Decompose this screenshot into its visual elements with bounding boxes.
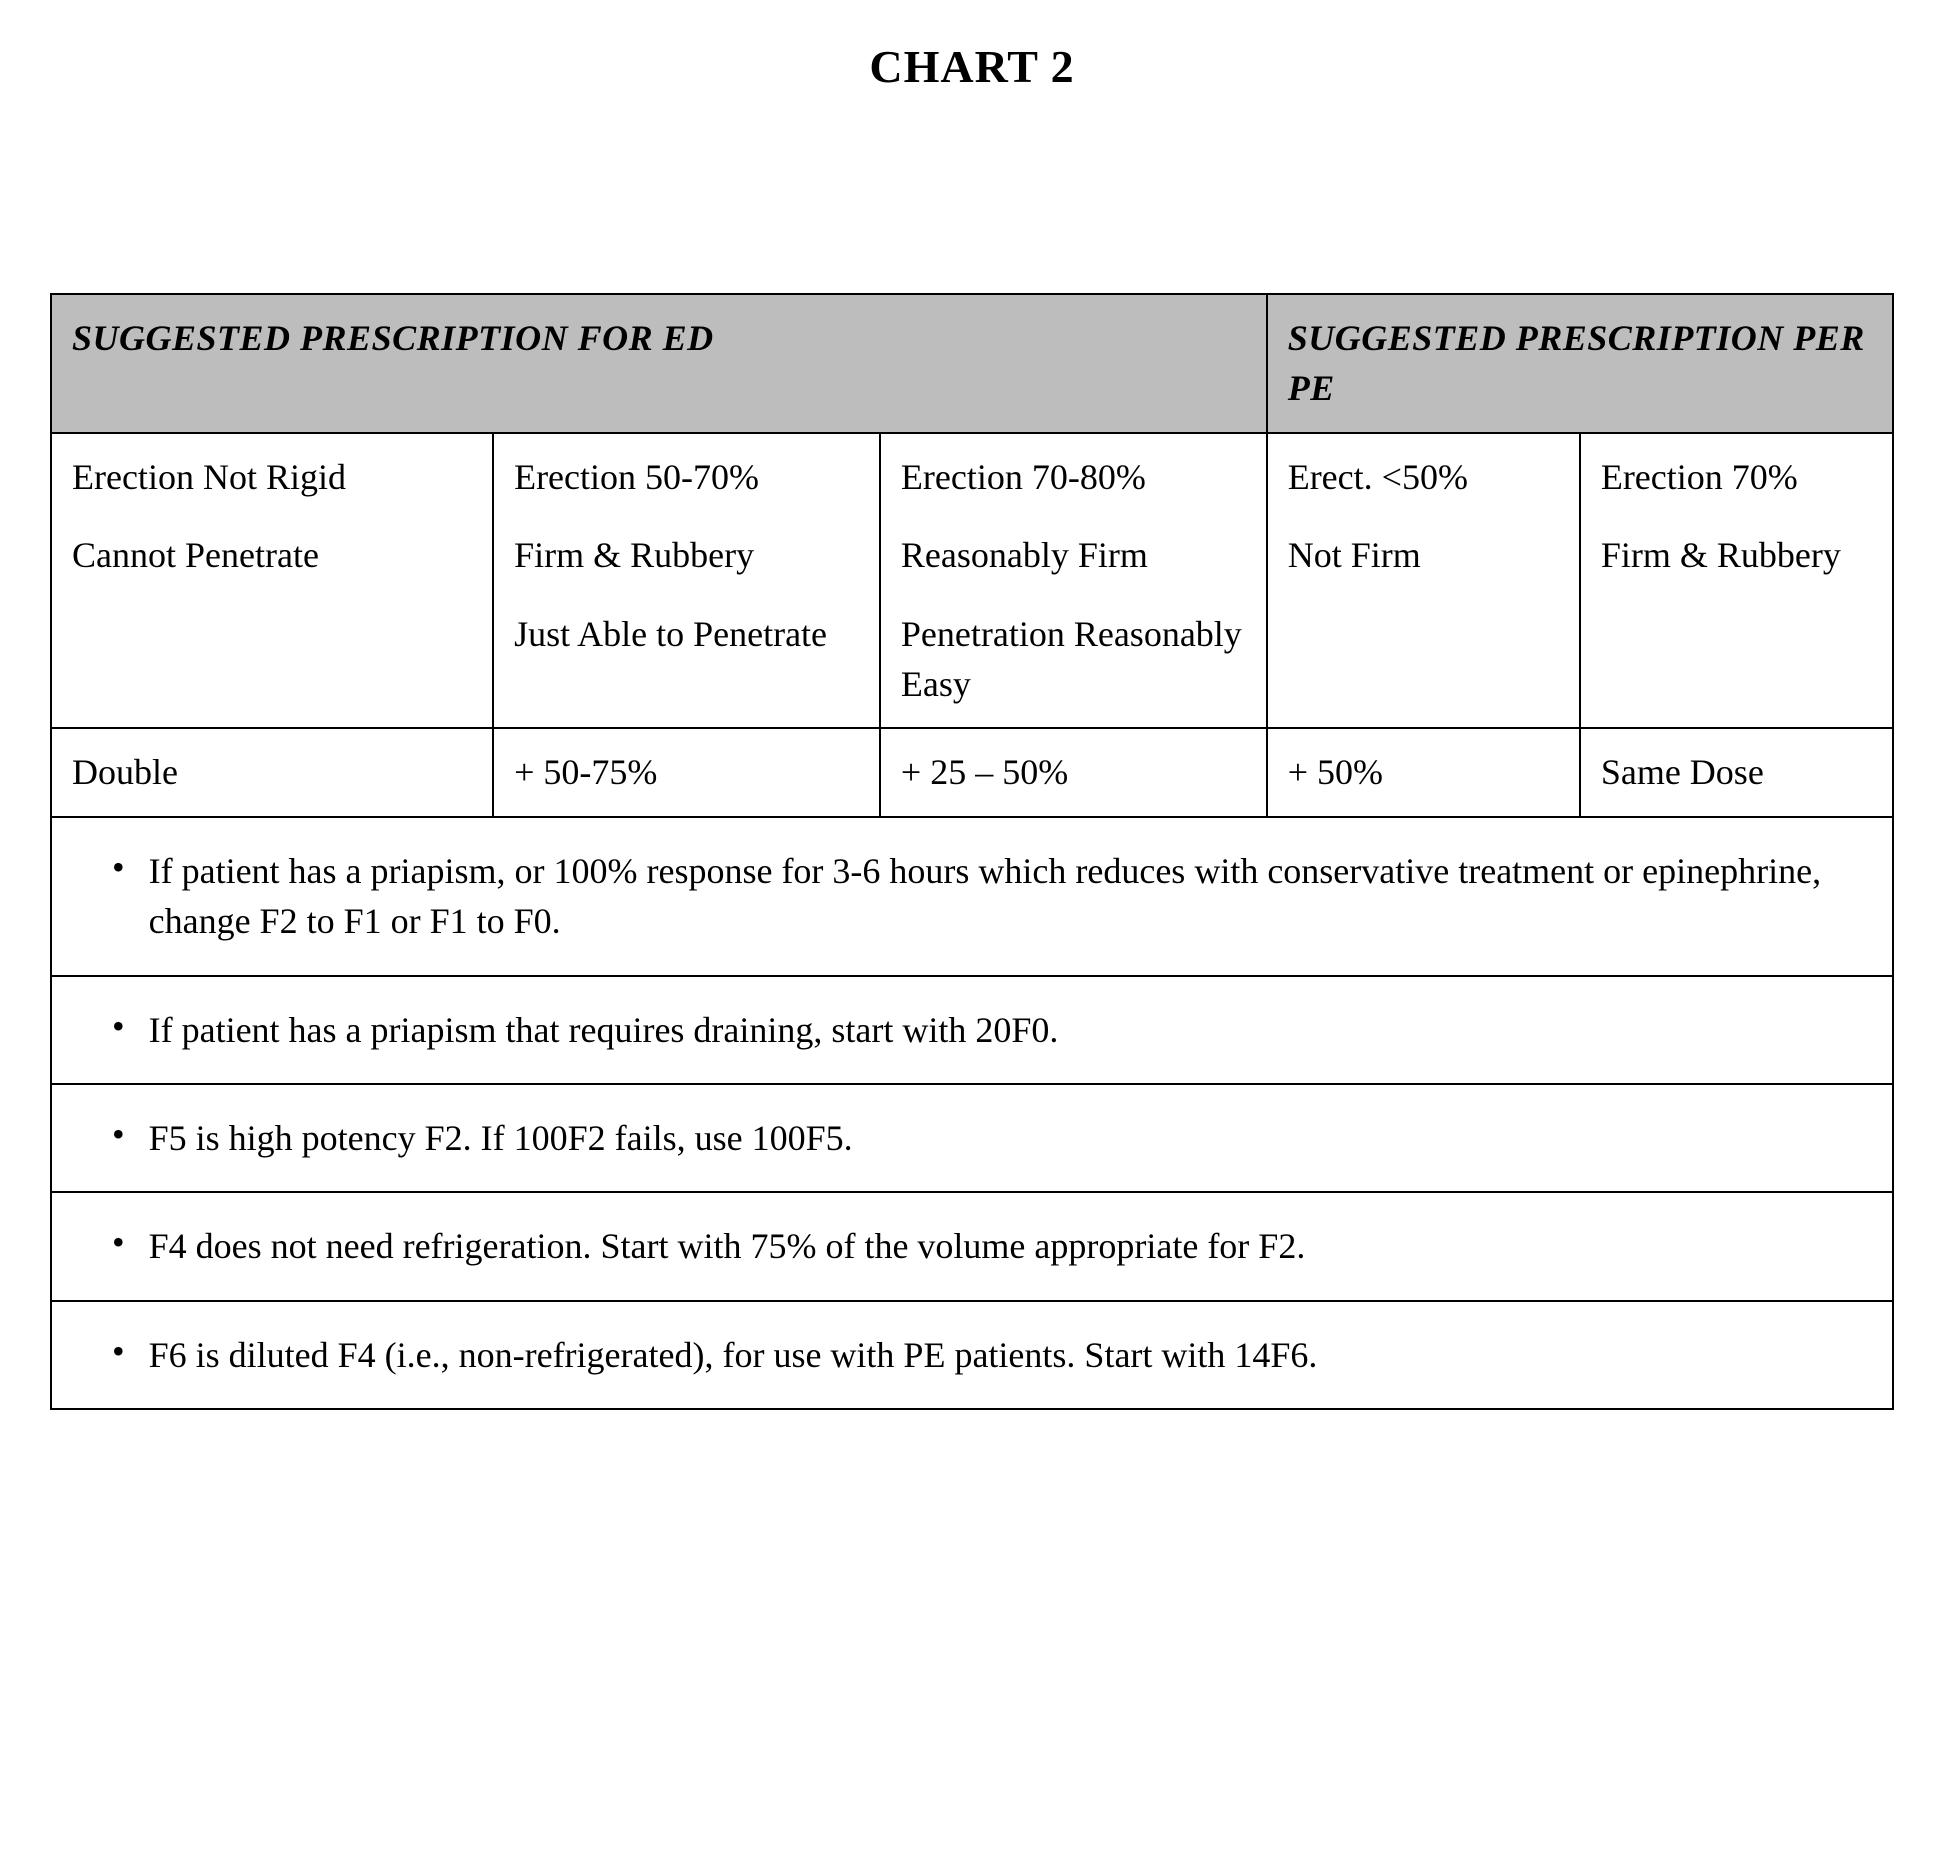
cell-pe-col1: Erect. <50% Not Firm: [1267, 433, 1580, 729]
dose-cell: + 50-75%: [493, 728, 880, 816]
cell-ed-col2: Erection 50-70% Firm & Rubbery Just Able…: [493, 433, 880, 729]
criteria-text: Firm & Rubbery: [514, 530, 859, 580]
dose-cell: + 50%: [1267, 728, 1580, 816]
bullet-row: • If patient has a priapism that require…: [51, 976, 1893, 1084]
bullet-icon: •: [112, 1221, 125, 1264]
prescription-table: SUGGESTED PRESCRIPTION FOR ED SUGGESTED …: [50, 293, 1894, 1410]
criteria-text: Cannot Penetrate: [72, 530, 472, 580]
bullet-cell: • F4 does not need refrigeration. Start …: [51, 1192, 1893, 1300]
bullet-text: F6 is diluted F4 (i.e., non-refrigerated…: [149, 1330, 1318, 1380]
bullet-cell: • If patient has a priapism, or 100% res…: [51, 817, 1893, 976]
criteria-text: Firm & Rubbery: [1601, 530, 1872, 580]
criteria-text: Erection Not Rigid: [72, 452, 472, 502]
bullet-icon: •: [112, 1330, 125, 1373]
bullet-row: • If patient has a priapism, or 100% res…: [51, 817, 1893, 976]
bullet-icon: •: [112, 1113, 125, 1156]
bullet-cell: • F5 is high potency F2. If 100F2 fails,…: [51, 1084, 1893, 1192]
criteria-text: Erection 50-70%: [514, 452, 859, 502]
criteria-text: Just Able to Penetrate: [514, 609, 859, 659]
bullet-row: • F4 does not need refrigeration. Start …: [51, 1192, 1893, 1300]
criteria-text: Erection 70%: [1601, 452, 1872, 502]
cell-ed-col1: Erection Not Rigid Cannot Penetrate: [51, 433, 493, 729]
dose-cell: Double: [51, 728, 493, 816]
header-ed: SUGGESTED PRESCRIPTION FOR ED: [51, 294, 1267, 433]
cell-pe-col2: Erection 70% Firm & Rubbery: [1580, 433, 1893, 729]
bullet-text: F4 does not need refrigeration. Start wi…: [149, 1221, 1306, 1271]
header-row: SUGGESTED PRESCRIPTION FOR ED SUGGESTED …: [51, 294, 1893, 433]
criteria-row: Erection Not Rigid Cannot Penetrate Erec…: [51, 433, 1893, 729]
dose-cell: Same Dose: [1580, 728, 1893, 816]
dose-cell: + 25 – 50%: [880, 728, 1267, 816]
bullet-cell: • If patient has a priapism that require…: [51, 976, 1893, 1084]
bullet-icon: •: [112, 846, 125, 889]
criteria-text: Reasonably Firm: [901, 530, 1246, 580]
criteria-text: Penetration Reasonably Easy: [901, 609, 1246, 710]
criteria-text: Not Firm: [1288, 530, 1559, 580]
page: CHART 2 SUGGESTED PRESCRIPTION FOR ED SU…: [50, 40, 1894, 1410]
criteria-text: Erect. <50%: [1288, 452, 1559, 502]
bullet-text: If patient has a priapism that requires …: [149, 1005, 1059, 1055]
bullet-row: • F5 is high potency F2. If 100F2 fails,…: [51, 1084, 1893, 1192]
bullet-row: • F6 is diluted F4 (i.e., non-refrigerat…: [51, 1301, 1893, 1409]
header-pe: SUGGESTED PRESCRIPTION PER PE: [1267, 294, 1893, 433]
cell-ed-col3: Erection 70-80% Reasonably Firm Penetrat…: [880, 433, 1267, 729]
bullet-text: F5 is high potency F2. If 100F2 fails, u…: [149, 1113, 853, 1163]
bullet-cell: • F6 is diluted F4 (i.e., non-refrigerat…: [51, 1301, 1893, 1409]
chart-title: CHART 2: [50, 40, 1894, 93]
criteria-text: Erection 70-80%: [901, 452, 1246, 502]
dose-row: Double + 50-75% + 25 – 50% + 50% Same Do…: [51, 728, 1893, 816]
bullet-icon: •: [112, 1005, 125, 1048]
bullet-text: If patient has a priapism, or 100% respo…: [149, 846, 1872, 947]
